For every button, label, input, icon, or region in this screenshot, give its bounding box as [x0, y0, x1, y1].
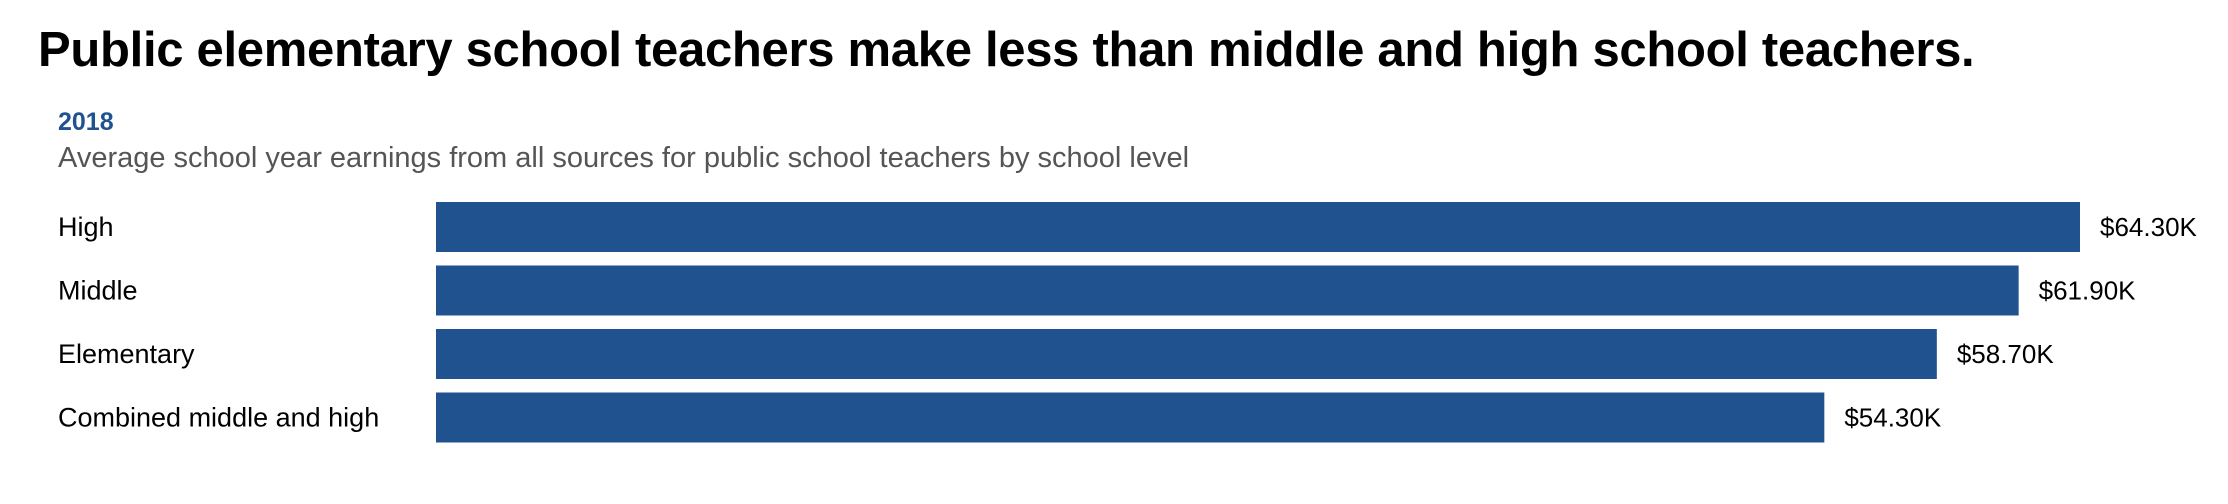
- bar: [436, 202, 2080, 252]
- value-label: $64.30K: [2100, 212, 2198, 242]
- bar: [436, 329, 1937, 379]
- value-label: $54.30K: [1844, 403, 1942, 433]
- chart-year: 2018: [58, 108, 114, 136]
- category-label: Middle: [58, 276, 138, 306]
- chart-subtitle: Average school year earnings from all so…: [58, 142, 1190, 174]
- value-label: $61.90K: [2039, 276, 2137, 306]
- bar: [436, 265, 2019, 316]
- bar: [436, 392, 1825, 443]
- category-label: Elementary: [58, 339, 195, 369]
- value-label: $58.70K: [1957, 339, 2055, 369]
- category-label: Combined middle and high: [58, 403, 379, 433]
- category-label: High: [58, 212, 114, 242]
- chart-title: Public elementary school teachers make l…: [38, 23, 1975, 77]
